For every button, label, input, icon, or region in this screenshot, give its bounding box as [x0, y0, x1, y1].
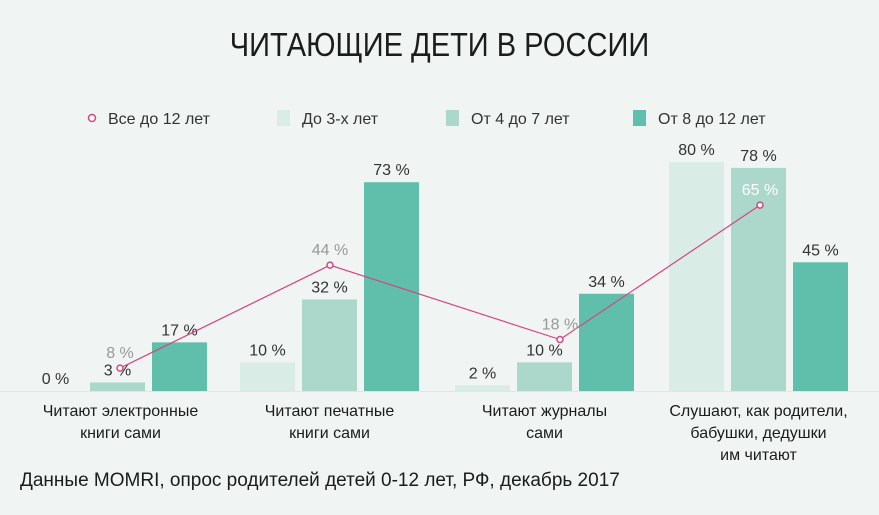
- source-note: Данные MOMRI, опрос родителей детей 0-12…: [20, 470, 620, 491]
- category-label: сами: [526, 425, 563, 442]
- data-label: 10 %: [526, 342, 562, 359]
- bar: [302, 299, 357, 391]
- category-label: им читают: [720, 447, 797, 464]
- line-point: [326, 261, 334, 269]
- line-data-label: 65 %: [742, 182, 778, 199]
- line-point: [556, 335, 564, 344]
- data-label: 3 %: [104, 362, 132, 379]
- data-label: 0 %: [42, 371, 70, 388]
- category-label: Читают журналы: [482, 403, 607, 420]
- bar: [579, 293, 634, 391]
- data-label: 17 %: [161, 322, 197, 339]
- bar: [90, 382, 145, 391]
- category-label: Слушают, как родители,: [669, 403, 847, 420]
- line-data-label: 44 %: [312, 242, 348, 259]
- category-label: книги сами: [80, 425, 161, 442]
- legend-swatch: [633, 110, 646, 126]
- line-point: [756, 201, 764, 209]
- bar: [364, 182, 419, 391]
- data-label: 45 %: [802, 242, 838, 259]
- data-label: 78 %: [740, 148, 776, 165]
- legend-line-marker: [87, 113, 97, 123]
- category-label: Читают печатные: [265, 403, 395, 420]
- line-data-label: 8 %: [106, 345, 134, 362]
- legend-label: До 3-х лет: [302, 111, 379, 128]
- bar: [455, 385, 510, 391]
- category-label: Читают электронные: [43, 403, 199, 420]
- bar: [669, 162, 724, 391]
- data-label: 80 %: [678, 142, 714, 159]
- category-label: бабушки, дедушки: [690, 425, 826, 442]
- legend-label: Все до 12 лет: [108, 111, 211, 128]
- data-label: 32 %: [311, 279, 347, 296]
- legend-swatch: [446, 110, 459, 126]
- data-label: 34 %: [588, 274, 624, 291]
- line-data-label: 18 %: [542, 317, 578, 334]
- bar: [793, 262, 848, 391]
- chart-title: ЧИТАЮЩИЕ ДЕТИ В РОССИИ: [229, 26, 650, 63]
- data-label: 10 %: [249, 342, 285, 359]
- bar: [240, 362, 295, 391]
- legend-swatch: [277, 110, 290, 126]
- legend-label: От 8 до 12 лет: [658, 111, 766, 128]
- bar: [152, 342, 207, 391]
- bar: [731, 167, 786, 391]
- data-label: 73 %: [373, 162, 409, 179]
- bar: [517, 362, 572, 391]
- data-label: 2 %: [469, 365, 497, 382]
- line-point: [116, 364, 124, 372]
- category-label: книги сами: [289, 425, 370, 442]
- line-series: [119, 204, 761, 369]
- legend-label: От 4 до 7 лет: [471, 111, 570, 128]
